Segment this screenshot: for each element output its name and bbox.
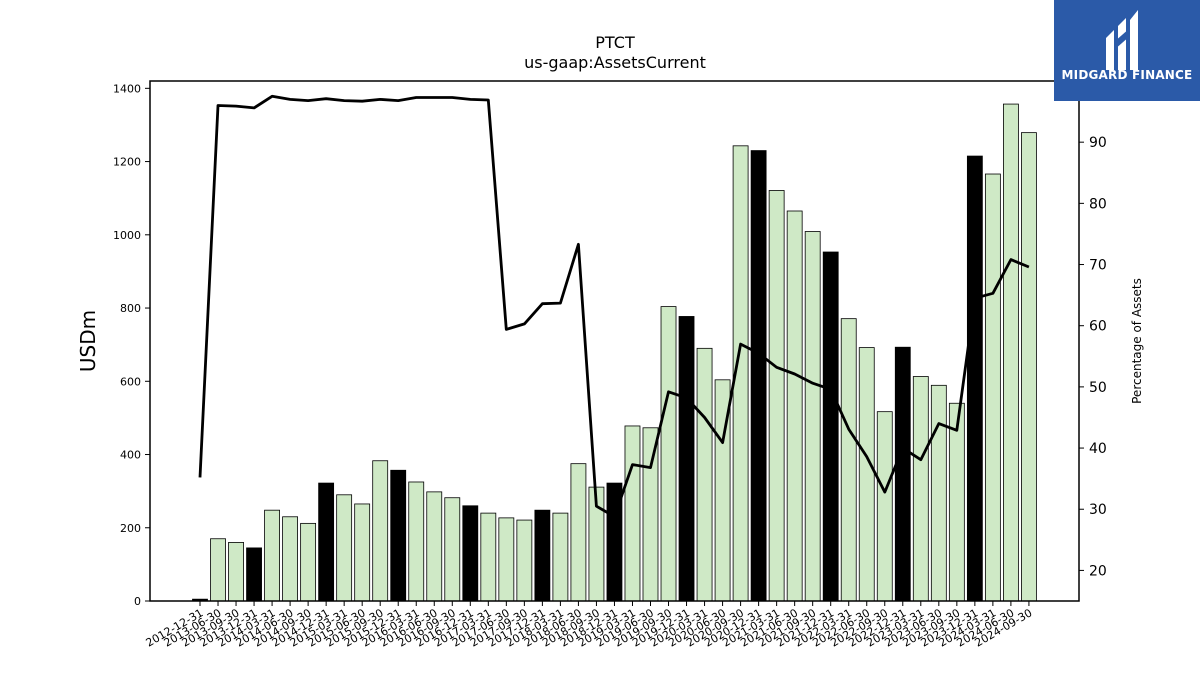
brand-logo: MIDGARD FINANCE [1054,0,1200,101]
bar [1021,132,1037,602]
y-tick-label: 0 [134,595,141,608]
y-tick-label: 400 [120,449,141,462]
y-tick-label: 800 [120,302,141,315]
y2-tick-label: 60 [1089,319,1107,335]
bar [318,482,335,602]
y-tick-label: 200 [120,522,141,535]
bar [372,460,389,602]
bar [930,384,947,602]
bar [966,155,983,602]
y2-axis-label: Percentage of Assets [1130,278,1144,404]
bar [786,210,803,602]
bar [912,376,929,602]
brand-name: MIDGARD FINANCE [1061,68,1193,82]
y2-tick-label: 50 [1089,380,1107,396]
y2-tick-label: 20 [1089,563,1107,579]
bar [264,509,280,602]
bar [408,481,425,602]
bar [678,316,695,602]
bar [984,173,1001,602]
bar [300,522,317,602]
bar [1003,103,1019,602]
chart-title: PTCT [595,33,635,52]
bar [336,494,353,602]
bar [768,190,785,602]
y2-tick-label: 70 [1089,258,1107,274]
y-tick-label: 600 [120,375,141,388]
bar [876,411,893,602]
bar [462,505,479,602]
y2-tick-label: 30 [1089,502,1107,518]
bar [696,347,713,602]
y-tick-label: 1000 [113,229,141,242]
percentage-line [198,94,1030,518]
bar [534,509,551,602]
y2-tick-label: 40 [1089,441,1107,457]
bar [498,517,515,602]
x-axis: 2012-12-312013-06-302013-09-302013-12-31… [144,601,1034,650]
bar [894,346,911,602]
bar [624,425,641,602]
midgard-logo-icon [1106,10,1138,70]
y-axis-label: USDm [76,310,100,372]
y2-tick-label: 90 [1089,135,1107,151]
bar [840,318,857,602]
bar [390,469,407,602]
y-axis-right: 20 30 40 50 60 70 80 90 [1079,135,1107,579]
y-axis-left: 0 200 400 600 800 1000 1200 1400 [113,82,150,608]
bar [804,231,821,602]
y-tick-label: 1200 [113,156,141,169]
bar [660,306,677,602]
bar [750,150,767,602]
bar [480,512,497,602]
y2-tick-label: 80 [1089,196,1107,212]
bar [426,491,443,602]
bar [354,503,371,602]
bar [282,516,299,602]
bar [552,512,569,602]
chart-subtitle: us-gaap:AssetsCurrent [524,53,706,72]
bar [228,542,244,602]
bar [516,519,533,602]
bar [570,463,587,602]
line-group [198,94,1030,518]
bar [210,538,226,602]
bar-group [192,103,1037,602]
bar [444,497,461,602]
bar [822,251,839,602]
y-tick-label: 1400 [113,82,141,95]
bar [858,347,875,602]
bar [642,427,659,602]
bar [246,547,262,602]
bar [948,402,965,602]
